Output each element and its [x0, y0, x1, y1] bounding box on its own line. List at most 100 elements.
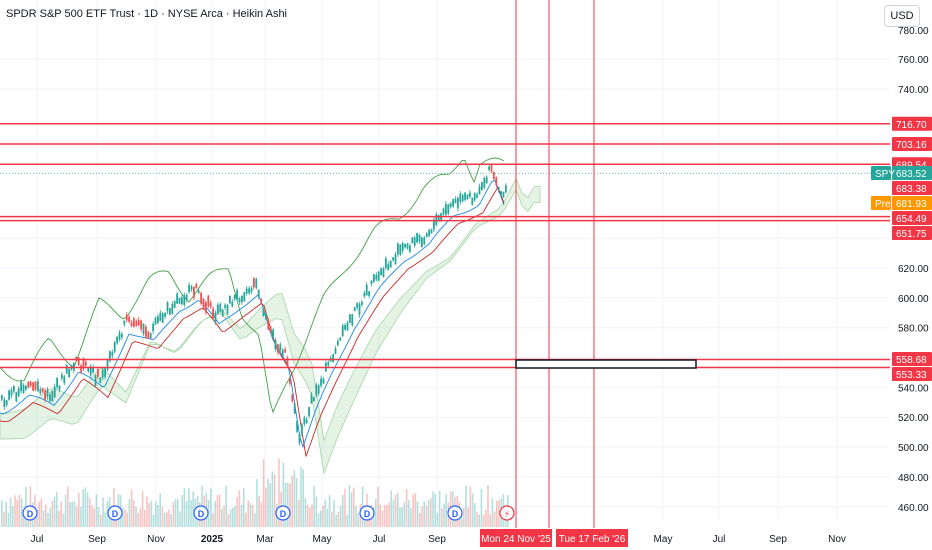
- volume-bar: [236, 497, 238, 527]
- volume-bar: [133, 500, 135, 527]
- time-axis[interactable]: Jul Sep Nov 2025 Mar May Jul Sep May Jul Sep Nov Mon…: [0, 528, 932, 550]
- dividend-markers[interactable]: D D D D D D ⚡: [22, 505, 515, 521]
- svg-text:558.68: 558.68: [896, 355, 927, 366]
- range-box[interactable]: [515, 359, 697, 369]
- volume-bar: [181, 495, 183, 527]
- volume-bar: [350, 492, 353, 527]
- volume-bar: [128, 498, 131, 527]
- volume-bar: [493, 511, 496, 527]
- volume-bar: [95, 494, 98, 527]
- volume-bar: [58, 510, 60, 527]
- volume-bar: [238, 490, 241, 527]
- volume-bar: [346, 514, 348, 527]
- level-price-tag: 716.70: [892, 116, 932, 131]
- svg-text:716.70: 716.70: [896, 120, 927, 131]
- price-tags: 716.70 703.16 689.54 654.49 651.75 558.68 553.…: [871, 116, 932, 381]
- volume-bar: [69, 501, 71, 527]
- price-tick-label: 460.00: [898, 503, 929, 514]
- volume-bar: [379, 504, 381, 527]
- volume-bar: [355, 505, 357, 527]
- symbol-tag: SPY: [871, 166, 895, 180]
- volume-bar: [425, 505, 428, 527]
- volume-bar: [474, 503, 476, 527]
- volume-bar: [177, 499, 179, 527]
- volume-bar: [414, 493, 417, 527]
- volume-bar: [45, 504, 47, 527]
- volume-bar: [304, 498, 307, 527]
- prev-close-tag: 683.38: [892, 181, 932, 195]
- volume-bar: [436, 512, 439, 527]
- volume-bar: [284, 482, 287, 527]
- volume-bar: [135, 506, 137, 527]
- volume-bar: [333, 500, 335, 527]
- volume-bar: [392, 499, 395, 527]
- dividend-marker: D: [193, 505, 209, 521]
- volume-bar: [383, 505, 386, 527]
- dividend-marker: D: [107, 505, 123, 521]
- volume-bar: [405, 489, 408, 527]
- volume-bar: [258, 495, 260, 527]
- volume-bar: [491, 498, 494, 527]
- volume-bar: [282, 462, 285, 527]
- svg-text:D: D: [280, 509, 287, 519]
- svg-text:Tue 17 Feb '26: Tue 17 Feb '26: [559, 534, 626, 545]
- volume-bar: [317, 513, 320, 527]
- volume-bar: [183, 487, 186, 527]
- price-axis[interactable]: 760.00 740.00 620.00 600.00 580.00 540.00 520.…: [890, 0, 932, 528]
- vertical-lines[interactable]: [515, 0, 595, 528]
- volume-bar: [152, 514, 155, 527]
- svg-text:654.49: 654.49: [896, 214, 927, 225]
- volume-bar: [498, 500, 500, 527]
- time-tick-label: Sep: [428, 534, 446, 545]
- volume-bar: [430, 498, 432, 527]
- volume-bar: [434, 493, 436, 527]
- volume-bar: [106, 501, 109, 527]
- volume-bar: [320, 510, 322, 527]
- volume-bar: [386, 505, 388, 527]
- chart-grid: [0, 0, 890, 520]
- volume-bar: [38, 501, 40, 527]
- time-tick-label: Jul: [31, 534, 44, 545]
- volume-bar: [324, 499, 326, 527]
- volume-bar: [190, 500, 192, 527]
- level-price-tag: 558.68: [892, 352, 932, 366]
- volume-bar: [408, 500, 410, 527]
- volume-bar: [423, 501, 425, 527]
- volume-bar: [267, 478, 269, 527]
- volume-bar: [302, 469, 304, 527]
- volume-bar: [313, 485, 315, 527]
- price-tick-label: 480.00: [898, 473, 929, 484]
- time-tick-label: Sep: [88, 534, 106, 545]
- volume-bar: [62, 513, 65, 527]
- volume-bar: [67, 486, 69, 527]
- volume-bar: [295, 478, 298, 527]
- horizontal-levels[interactable]: [0, 123, 890, 369]
- volume-bar: [397, 492, 399, 527]
- volume-bar: [471, 493, 474, 527]
- volume-bar: [42, 510, 45, 527]
- volume-bar: [124, 509, 126, 527]
- price-tick-label: 760.00: [898, 55, 929, 66]
- price-tick-label: 740.00: [898, 85, 929, 96]
- price-tick-label: 620.00: [898, 264, 929, 275]
- chart-title: SPDR S&P 500 ETF Trust · 1D · NYSE Arca …: [6, 8, 287, 20]
- volume-bar: [412, 494, 414, 527]
- volume-bar: [141, 491, 144, 527]
- volume-bar: [80, 506, 82, 527]
- volume-bar: [427, 500, 430, 527]
- level-price-tag: 651.75: [892, 226, 932, 240]
- volume-bar: [218, 494, 221, 527]
- volume-bar: [482, 514, 485, 527]
- volume-bar: [146, 496, 148, 527]
- volume-bar: [251, 505, 254, 527]
- volume-bar: [7, 512, 10, 527]
- volume-bar: [278, 458, 280, 527]
- svg-text:D: D: [364, 509, 371, 519]
- volume-bar: [148, 502, 150, 527]
- time-tick-label: Nov: [147, 534, 165, 545]
- svg-text:D: D: [27, 509, 34, 519]
- volume-bar: [465, 485, 467, 527]
- time-tick-label: May: [313, 534, 332, 545]
- currency-button[interactable]: USD: [884, 5, 920, 27]
